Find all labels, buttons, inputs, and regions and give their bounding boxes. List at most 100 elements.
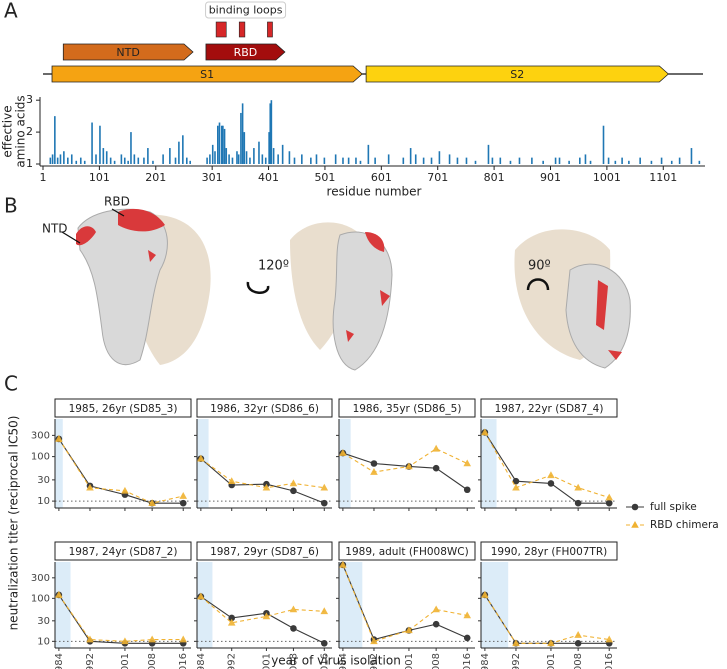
- bar: [105, 151, 108, 164]
- point: [512, 639, 520, 647]
- point: [432, 444, 440, 452]
- bar: [602, 125, 605, 164]
- domain-label: RBD: [234, 46, 258, 59]
- bar: [79, 157, 82, 164]
- point: [86, 483, 94, 491]
- bar: [448, 154, 451, 164]
- point: [148, 499, 156, 506]
- bar: [143, 157, 145, 164]
- x-tick-label: 2016: [178, 653, 189, 669]
- shade: [339, 419, 351, 508]
- bar: [698, 160, 701, 164]
- panel-letter: B: [4, 194, 18, 218]
- bar: [367, 144, 370, 164]
- shade: [55, 419, 63, 508]
- point: [55, 434, 63, 442]
- point: [512, 477, 520, 485]
- bar: [323, 157, 326, 164]
- point: [481, 428, 489, 436]
- point: [605, 493, 614, 501]
- structure-view-2: [290, 222, 393, 371]
- facet: 1990, 28yr (FH007TR) 1984 1992 2001 2008 2016: [478, 541, 618, 669]
- bar: [236, 151, 238, 164]
- shade: [481, 562, 509, 648]
- point: [290, 487, 297, 495]
- bar: [214, 151, 216, 164]
- bar: [206, 157, 208, 164]
- x-tick-label: 2008: [431, 653, 442, 669]
- bar: [83, 160, 86, 164]
- point: [405, 462, 413, 470]
- x-tick-label: 2016: [319, 653, 330, 669]
- bar: [387, 154, 390, 164]
- bar: [152, 160, 154, 164]
- point: [432, 605, 440, 613]
- point: [228, 614, 236, 622]
- x-tick-label: 1992: [85, 653, 96, 669]
- series-line: [58, 594, 184, 644]
- bar: [542, 160, 544, 164]
- x-axis-label: year of virus isolation: [271, 654, 401, 668]
- bar: [253, 148, 255, 164]
- point: [463, 486, 471, 494]
- x-tick-label: 701: [427, 171, 448, 184]
- x-axis-label: residue number: [327, 185, 422, 199]
- series-line: [342, 448, 468, 473]
- bar: [258, 141, 260, 164]
- arrow: [111, 208, 125, 217]
- domain-arrow: [62, 43, 194, 61]
- domain-arrow: [365, 65, 669, 83]
- bar: [487, 144, 490, 164]
- bar: [334, 154, 337, 164]
- bar: [209, 154, 211, 164]
- shade: [481, 419, 497, 508]
- point: [121, 637, 129, 645]
- bar: [231, 157, 234, 164]
- bar: [261, 154, 264, 164]
- point: [370, 460, 378, 467]
- point: [370, 637, 378, 645]
- bar: [347, 157, 350, 164]
- bar: [678, 157, 681, 164]
- facet: 1986, 32yr (SD86_6): [194, 398, 333, 511]
- bar: [465, 157, 468, 164]
- x-tick-label: 2016: [604, 653, 615, 669]
- y-tick-label: 30: [37, 616, 50, 627]
- bar: [474, 160, 477, 164]
- point: [320, 640, 328, 647]
- bar: [59, 154, 62, 164]
- facet-title: 1990, 28yr (FH007TR): [491, 546, 608, 558]
- series-line: [200, 596, 325, 624]
- point: [197, 454, 205, 462]
- bar: [509, 160, 512, 164]
- point: [179, 635, 188, 643]
- bar: [75, 160, 78, 164]
- strip: [480, 541, 618, 561]
- x-tick-label: 1001: [593, 171, 621, 184]
- x-tick-label: 2008: [288, 653, 299, 669]
- bar: [243, 132, 246, 164]
- bar: [438, 151, 441, 164]
- point: [339, 449, 347, 456]
- facet: 1986, 35yr (SD86_5): [336, 398, 476, 511]
- rotation-arrow: [246, 281, 270, 294]
- point: [227, 477, 236, 485]
- point: [339, 560, 347, 568]
- bar: [650, 160, 653, 164]
- y-axis-label: neutralization titer (reciprocal IC50): [7, 416, 21, 631]
- bar: [359, 160, 362, 164]
- bar: [499, 157, 502, 164]
- point: [289, 479, 298, 487]
- shade: [197, 562, 213, 648]
- point: [547, 471, 555, 479]
- x-tick-label: 2001: [546, 653, 557, 669]
- y-tick-label: 300: [31, 573, 50, 584]
- bar: [621, 157, 623, 164]
- facet: 1987, 24yr (SD87_2) 10 30 100 300 1984 1992 200…: [31, 541, 192, 669]
- x-tick-label: 1992: [511, 653, 522, 669]
- bar: [355, 157, 357, 164]
- bar: [269, 103, 272, 164]
- bar: [113, 160, 116, 164]
- facet: 1987, 22yr (SD87_4): [478, 398, 618, 511]
- x-tick-label: 901: [540, 171, 561, 184]
